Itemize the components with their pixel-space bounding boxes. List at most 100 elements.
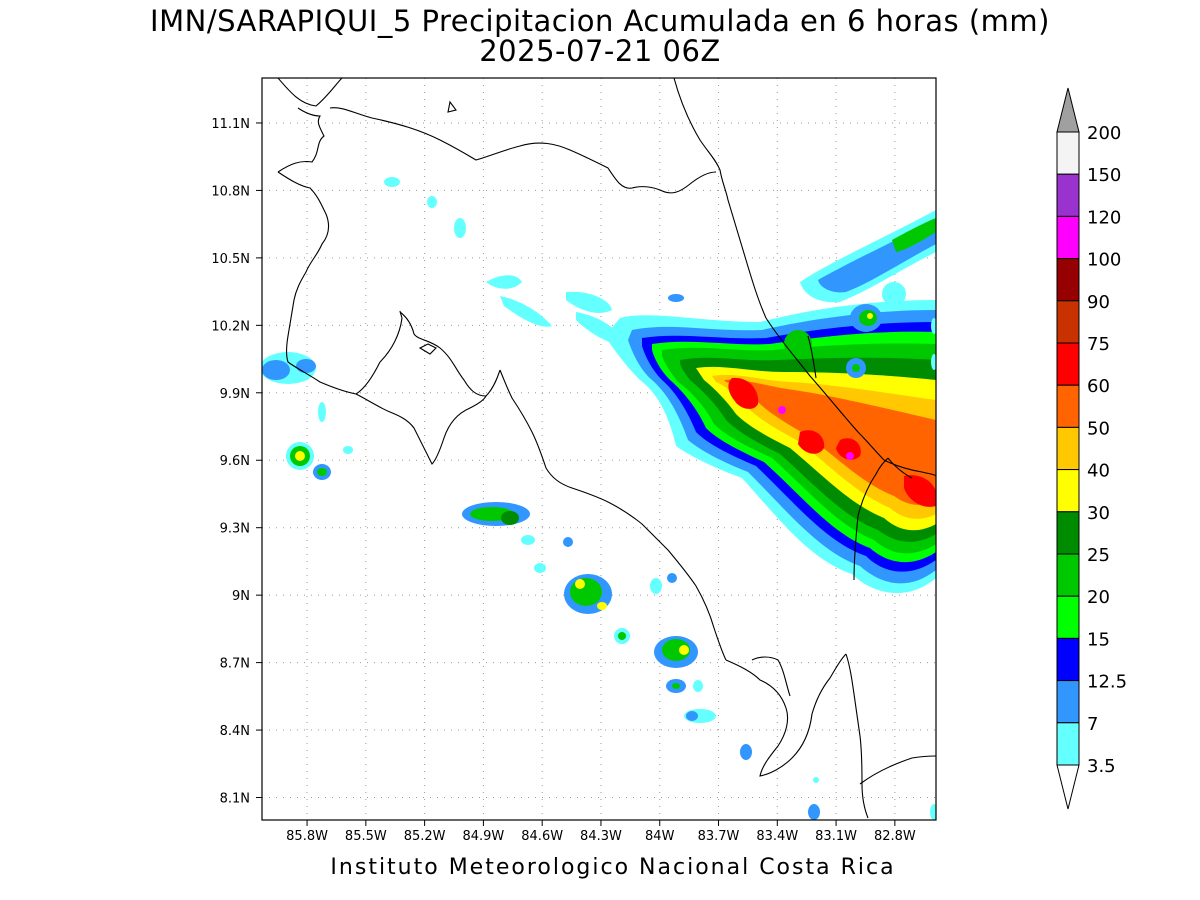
precip-sw-cells xyxy=(662,639,690,661)
colorbar-label: 100 xyxy=(1087,250,1121,271)
colorbar-segment xyxy=(1056,300,1080,344)
colorbar-segment xyxy=(1056,173,1080,217)
y-tick-label: 8.7N xyxy=(220,657,250,672)
panama-pacific xyxy=(859,755,936,785)
precip-west-cells xyxy=(296,359,316,373)
precip-sw-cells xyxy=(740,744,752,760)
colorbar-segment xyxy=(1056,258,1080,302)
precip-sw-cells xyxy=(808,804,820,820)
precip-specks xyxy=(500,296,552,327)
precip-sw-cells xyxy=(618,632,626,640)
x-tick-label: 84W xyxy=(645,829,675,844)
credit-line: Instituto Meteorologico Nacional Costa R… xyxy=(330,855,896,880)
precip-specks xyxy=(343,446,353,454)
map-frame xyxy=(261,77,937,821)
x-tick-label: 85.8W xyxy=(286,829,328,844)
precip-sw-cells xyxy=(597,602,607,610)
y-tick-label: 8.4N xyxy=(220,724,250,739)
colorbar-segment xyxy=(1056,215,1080,260)
y-tick-label: 9.6N xyxy=(220,454,250,469)
precip-west-cells xyxy=(317,468,327,476)
precip-specks xyxy=(384,177,400,187)
pacific-coast xyxy=(277,107,381,395)
precip-sw-cells xyxy=(686,711,698,721)
x-tick-label: 85.2W xyxy=(404,829,446,844)
precip-specks xyxy=(668,294,684,302)
colorbar-label: 50 xyxy=(1087,418,1110,439)
precip-specks xyxy=(566,291,612,313)
x-tick-label: 83.4W xyxy=(756,829,798,844)
precip-ne-cells xyxy=(882,282,906,306)
colorbar-label: 75 xyxy=(1087,334,1110,355)
nicoya-peninsula xyxy=(355,310,487,465)
colorbar-segment xyxy=(1056,426,1080,471)
x-tick-label: 85.5W xyxy=(345,829,387,844)
precip-west-cells xyxy=(262,360,290,380)
colorbar-label: 200 xyxy=(1087,123,1121,144)
colorbar-label: 40 xyxy=(1087,461,1110,482)
precip-sw-cells xyxy=(563,537,573,547)
colorbar-segment xyxy=(1056,511,1080,555)
precip-sw-cells xyxy=(679,645,689,655)
colorbar-label: 150 xyxy=(1087,165,1121,186)
coastlines xyxy=(277,78,936,819)
precipitation-field xyxy=(262,177,936,820)
y-tick-label: 10.5N xyxy=(211,252,250,267)
colorbar-segment xyxy=(1056,553,1080,597)
precip-band-60 xyxy=(728,377,936,507)
island xyxy=(418,343,437,355)
y-tick-label: 8.1N xyxy=(220,792,250,807)
colorbar-segment xyxy=(1056,680,1080,724)
y-tick-label: 10.8N xyxy=(211,184,250,199)
precip-ne-cells xyxy=(784,330,812,358)
x-axis: 85.8W 85.5W 85.2W 84.9W 84.6W 84.3W 84W 83.7W 83… xyxy=(286,820,916,844)
precip-sw-cells xyxy=(650,578,662,594)
precip-sw-cells xyxy=(931,318,936,334)
x-tick-label: 83.1W xyxy=(815,829,857,844)
precip-sw-cells xyxy=(521,535,535,545)
map-date: 2025-07-21 06Z xyxy=(479,34,721,68)
colorbar-label: 120 xyxy=(1087,207,1121,228)
colorbar-label: 90 xyxy=(1087,292,1110,313)
colorbar-label: 3.5 xyxy=(1087,756,1116,777)
y-tick-label: 9.9N xyxy=(220,387,250,402)
precip-sw-cells xyxy=(693,680,703,692)
x-tick-label: 82.8W xyxy=(874,829,916,844)
precip-sw-cells xyxy=(501,511,519,525)
precip-specks xyxy=(318,402,326,422)
y-axis: 11.1N 10.8N 10.5N 10.2N 9.9N 9.6N 9.3N 9N 8.7N 8.… xyxy=(211,117,262,807)
colorbar-label: 60 xyxy=(1087,376,1110,397)
y-tick-label: 10.2N xyxy=(211,319,250,334)
colorbar-segment xyxy=(1056,637,1080,682)
nicaragua-border xyxy=(277,78,717,194)
precip-sw-cells xyxy=(931,354,936,370)
panama-border xyxy=(807,335,913,581)
precip-ne-cells xyxy=(852,364,860,372)
colorbar-segment xyxy=(1056,342,1080,386)
island xyxy=(447,100,457,113)
colorbar-segment xyxy=(1056,722,1080,766)
precip-sw-cells xyxy=(667,573,677,583)
y-tick-label: 9N xyxy=(232,589,250,604)
precip-sw-cells xyxy=(672,683,680,689)
precip-sw-cells xyxy=(534,563,546,573)
nicoya-gulf xyxy=(399,311,727,661)
y-tick-label: 11.1N xyxy=(211,117,250,132)
colorbar-segment xyxy=(1056,384,1080,428)
x-tick-label: 84.9W xyxy=(462,829,504,844)
colorbar-label: 25 xyxy=(1087,545,1110,566)
caribbean-coast-south xyxy=(883,459,936,477)
precip-sw-cells xyxy=(575,579,585,589)
precip-band-50 xyxy=(724,379,936,505)
precip-peak-120 xyxy=(846,452,854,460)
precip-specks xyxy=(427,196,437,208)
colorbar-max-triangle xyxy=(1056,87,1080,133)
colorbar-label: 15 xyxy=(1087,629,1110,650)
colorbar-segment xyxy=(1056,131,1080,175)
x-tick-label: 84.6W xyxy=(521,829,563,844)
precip-sw-cells xyxy=(570,578,602,606)
precip-ne-cells xyxy=(892,218,936,252)
colorbar-label: 30 xyxy=(1087,503,1110,524)
golfo-dulce xyxy=(751,653,869,819)
